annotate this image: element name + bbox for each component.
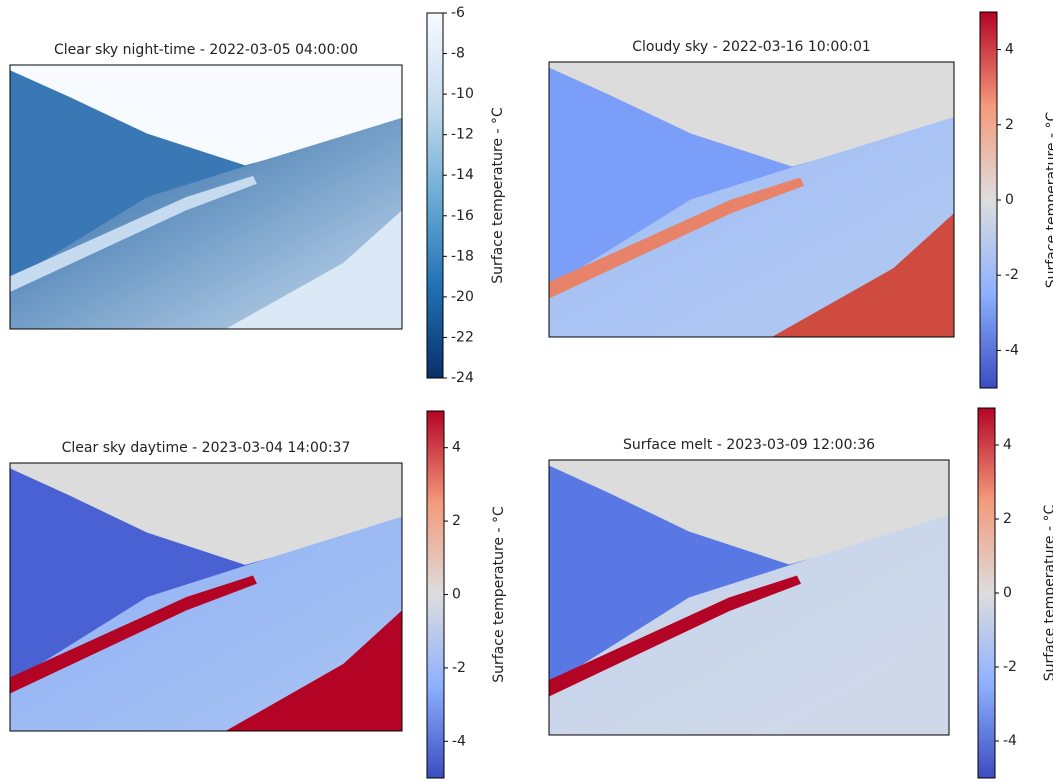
- thermal-image: [548, 459, 950, 736]
- colorbar-tick-label: -8: [451, 46, 465, 62]
- colorbar-tick-label: 0: [1003, 585, 1012, 601]
- image-frame: [548, 61, 955, 338]
- thermal-image: [548, 61, 955, 338]
- slope: [10, 516, 402, 731]
- streak: [549, 177, 805, 299]
- colorbar-label: Surface temperature - °C: [1044, 112, 1053, 289]
- colorbar-tick-label: 4: [452, 440, 461, 456]
- colorbar-tick-label: -12: [451, 127, 474, 143]
- panel-title: Clear sky night-time - 2022-03-05 04:00:…: [54, 42, 358, 58]
- colorbar-tick-label: 4: [1005, 42, 1014, 58]
- colorbar-tick-label: -2: [1005, 267, 1019, 283]
- streak: [549, 575, 801, 697]
- colorbar-tick-label: -4: [1005, 342, 1019, 358]
- thermal-image: [9, 462, 403, 732]
- colorbar: [979, 11, 998, 389]
- colorbar-tick-label: -14: [451, 167, 474, 183]
- colorbar-tick-label: -4: [452, 733, 466, 749]
- colorbar-tick-label: 2: [452, 513, 461, 529]
- streak: [10, 575, 257, 694]
- colorbar-label: Surface temperature - °C: [490, 107, 506, 284]
- colorbar-tick-label: -22: [451, 329, 474, 345]
- thermal-image: [9, 64, 403, 330]
- panel-title: Clear sky daytime - 2023-03-04 14:00:37: [62, 440, 351, 456]
- slope: [10, 117, 402, 329]
- colorbar-tick-label: -4: [1003, 733, 1017, 749]
- colorbar: [426, 410, 445, 779]
- colorbar-tick-label: -20: [451, 289, 474, 305]
- slope: [549, 515, 949, 735]
- colorbar-tick-label: -6: [451, 5, 465, 21]
- colorbar: [426, 12, 444, 379]
- slope: [549, 117, 954, 337]
- panel-title: Surface melt - 2023-03-09 12:00:36: [623, 437, 875, 453]
- patch: [225, 610, 402, 731]
- image-frame: [9, 64, 403, 330]
- colorbar-tick-label: 0: [1005, 192, 1014, 208]
- colorbar-tick-label: 4: [1003, 437, 1012, 453]
- patch: [225, 210, 402, 329]
- patch: [769, 611, 949, 735]
- colorbar-tick-label: -18: [451, 248, 474, 264]
- image-frame: [9, 462, 403, 732]
- colorbar-label: Surface temperature - °C: [491, 506, 507, 683]
- colorbar-tick-label: -10: [451, 86, 474, 102]
- patch: [771, 213, 954, 337]
- colorbar-tick-label: -2: [452, 660, 466, 676]
- panel-title: Cloudy sky - 2022-03-16 10:00:01: [632, 39, 871, 55]
- colorbar-tick-label: -16: [451, 208, 474, 224]
- streak: [10, 175, 257, 293]
- colorbar: [977, 407, 996, 779]
- colorbar-tick-label: 0: [452, 587, 461, 603]
- colorbar-tick-label: 2: [1005, 117, 1014, 133]
- image-frame: [548, 459, 950, 736]
- colorbar-tick-label: -24: [451, 370, 474, 386]
- colorbar-tick-label: 2: [1003, 511, 1012, 527]
- colorbar-label: Surface temperature - °C: [1042, 505, 1053, 682]
- colorbar-tick-label: -2: [1003, 659, 1017, 675]
